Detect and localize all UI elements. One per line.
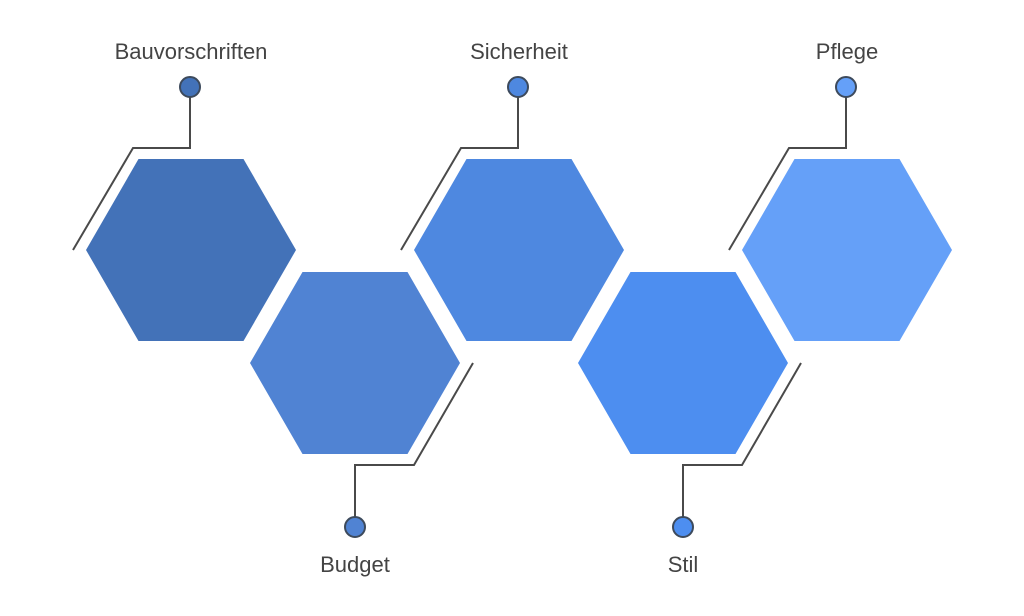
hexagon-3 [578, 272, 788, 454]
connector-dot-3 [672, 516, 694, 538]
connector-dot-0 [179, 76, 201, 98]
hexagon-4 [742, 159, 952, 341]
label-4: Pflege [816, 39, 878, 64]
label-0: Bauvorschriften [115, 39, 268, 64]
label-3: Stil [668, 552, 699, 577]
connector-line-4 [728, 87, 847, 251]
connector-line-2 [400, 87, 519, 251]
connector-dot-2 [507, 76, 529, 98]
connector-line-0 [72, 87, 191, 251]
hexagon-0 [86, 159, 296, 341]
connector-line-3 [682, 362, 802, 527]
connector-dot-1 [344, 516, 366, 538]
hexagon-2 [414, 159, 624, 341]
hexagon-1 [250, 272, 460, 454]
connector-line-1 [354, 362, 474, 527]
connector-dot-4 [835, 76, 857, 98]
label-1: Budget [320, 552, 390, 577]
label-2: Sicherheit [470, 39, 568, 64]
